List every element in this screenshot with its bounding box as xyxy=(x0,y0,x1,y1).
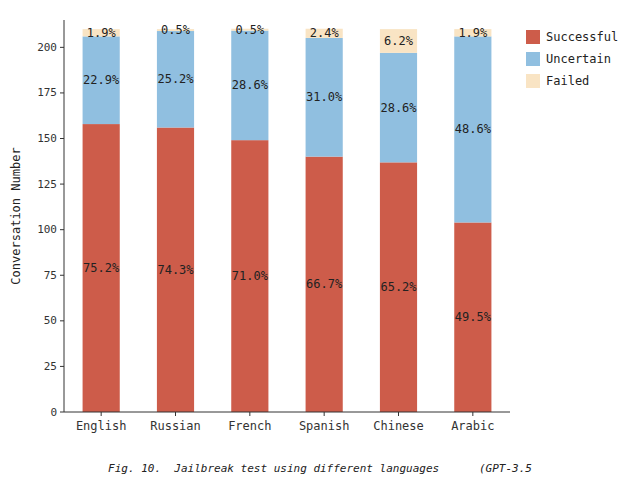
data-label: 28.6% xyxy=(232,78,269,92)
y-tick-label: 75 xyxy=(44,269,57,282)
x-tick xyxy=(324,412,325,416)
data-label: 49.5% xyxy=(455,310,492,324)
data-label: 1.9% xyxy=(87,26,117,40)
legend-label: Successful xyxy=(546,30,618,44)
bar-segment xyxy=(306,38,343,157)
caption: Fig. 10. Jailbreak test using different … xyxy=(108,462,532,475)
y-tick xyxy=(60,184,64,185)
y-tick xyxy=(60,366,64,367)
x-tick xyxy=(398,412,399,416)
chart: 75.2% 74.3% 71.0% 66.7% 65.2% 49.5% 22.9% 25.2%… xyxy=(0,0,640,484)
bar-segment xyxy=(380,29,417,53)
data-label: 65.2% xyxy=(380,280,417,294)
y-tick-label: 175 xyxy=(37,86,57,99)
data-label: 0.5% xyxy=(235,23,265,37)
bar-segment xyxy=(454,36,491,222)
data-label: 75.2% xyxy=(83,261,120,275)
data-label: 6.2% xyxy=(384,34,414,48)
y-axis-line xyxy=(64,20,65,412)
y-tick-label: 150 xyxy=(37,132,57,145)
data-label: 25.2% xyxy=(157,72,194,86)
x-tick-label: Arabic xyxy=(451,419,494,433)
data-labels: 75.2% 74.3% 71.0% 66.7% 65.2% 49.5% 22.9% 25.2%… xyxy=(83,23,492,325)
legend-label: Failed xyxy=(546,74,589,88)
data-label: 2.4% xyxy=(310,26,340,40)
data-label: 71.0% xyxy=(232,269,269,283)
bar-segment xyxy=(157,31,194,127)
bar-segment xyxy=(231,31,268,141)
x-tick xyxy=(472,412,473,416)
bar-segment xyxy=(380,162,417,412)
y-axis-label: Conversation Number xyxy=(9,147,23,284)
y-tick xyxy=(60,412,64,413)
legend: Successful Uncertain Failed xyxy=(526,30,618,88)
data-label: 28.6% xyxy=(380,101,417,115)
y-tick-label: 25 xyxy=(44,360,57,373)
bar-segment xyxy=(83,124,120,412)
legend-label: Uncertain xyxy=(546,52,611,66)
data-label: 0.5% xyxy=(161,23,191,37)
x-tick xyxy=(101,412,102,416)
bar-segment xyxy=(231,140,268,412)
legend-swatch xyxy=(526,30,540,44)
data-label: 48.6% xyxy=(455,122,492,136)
data-label: 66.7% xyxy=(306,277,343,291)
y-tick-label: 100 xyxy=(37,223,57,236)
axes: 0 25 50 75 100 125 150 175 200 English Russian Fren… xyxy=(37,20,510,433)
bar-segment xyxy=(157,128,194,412)
data-label: 22.9% xyxy=(83,73,120,87)
x-tick-label: Spanish xyxy=(299,419,350,433)
y-tick xyxy=(60,138,64,139)
bars xyxy=(83,29,492,412)
y-tick xyxy=(60,229,64,230)
legend-swatch xyxy=(526,74,540,88)
x-tick xyxy=(175,412,176,416)
y-tick-label: 200 xyxy=(37,41,57,54)
legend-swatch xyxy=(526,52,540,66)
y-tick-label: 50 xyxy=(44,314,57,327)
y-tick xyxy=(60,92,64,93)
data-label: 31.0% xyxy=(306,90,343,104)
y-tick-label: 0 xyxy=(50,406,57,419)
x-tick-label: English xyxy=(76,419,127,433)
bar-segment xyxy=(83,36,120,124)
x-tick-label: Russian xyxy=(150,419,201,433)
y-tick xyxy=(60,275,64,276)
y-tick xyxy=(60,47,64,48)
x-tick-label: Chinese xyxy=(373,419,424,433)
bar-segment xyxy=(454,222,491,412)
y-tick-label: 125 xyxy=(37,178,57,191)
x-tick xyxy=(249,412,250,416)
x-tick-label: French xyxy=(228,419,271,433)
x-axis-line xyxy=(64,412,510,413)
bar-segment xyxy=(380,53,417,163)
bar-segment xyxy=(306,157,343,412)
y-tick xyxy=(60,320,64,321)
data-label: 1.9% xyxy=(458,26,488,40)
data-label: 74.3% xyxy=(157,263,194,277)
